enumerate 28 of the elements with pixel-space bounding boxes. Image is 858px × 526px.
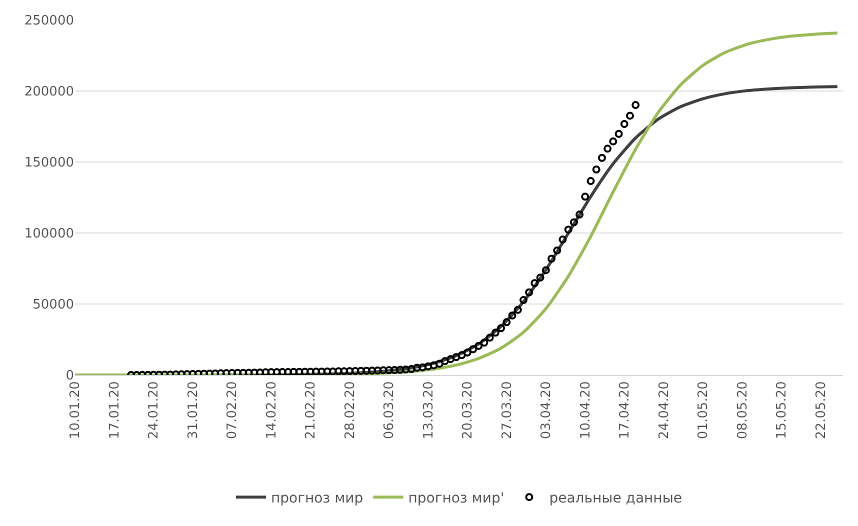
x-tick-label: 28.02.20 <box>342 381 358 440</box>
x-tick-label: 10.01.20 <box>68 381 84 440</box>
x-tick-label: 22.05.20 <box>814 381 829 440</box>
x-tick-label: 13.03.20 <box>421 381 436 440</box>
y-tick-label: 250000 <box>24 14 74 29</box>
y-tick-label: 200000 <box>24 84 74 100</box>
x-tick-label: 14.02.20 <box>264 381 280 440</box>
y-tick-label: 100000 <box>24 226 74 242</box>
y-tick-label: 150000 <box>24 156 74 171</box>
x-tick-label: 27.03.20 <box>500 381 515 440</box>
x-tick-label: 10.04.20 <box>578 381 594 440</box>
x-tick-label: 07.02.20 <box>225 381 240 440</box>
legend-label: реальные данные <box>549 490 682 507</box>
x-tick-label: 24.04.20 <box>656 381 672 440</box>
x-tick-label: 20.03.20 <box>460 381 476 440</box>
x-tick-label: 21.02.20 <box>304 381 319 440</box>
y-tick-label: 50000 <box>32 298 74 313</box>
x-tick-label: 17.04.20 <box>618 381 633 440</box>
x-tick-label: 17.01.20 <box>107 381 122 440</box>
x-tick-label: 24.01.20 <box>146 381 162 440</box>
x-tick-label: 03.04.20 <box>539 381 554 440</box>
legend-label: прогноз мир <box>271 490 364 507</box>
x-tick-label: 01.05.20 <box>696 381 712 440</box>
x-tick-label: 31.01.20 <box>186 381 201 440</box>
legend-label: прогноз мир' <box>408 490 504 507</box>
x-tick-label: 06.03.20 <box>382 381 398 440</box>
x-tick-label: 08.05.20 <box>735 381 750 440</box>
x-tick-label: 15.05.20 <box>774 381 790 440</box>
